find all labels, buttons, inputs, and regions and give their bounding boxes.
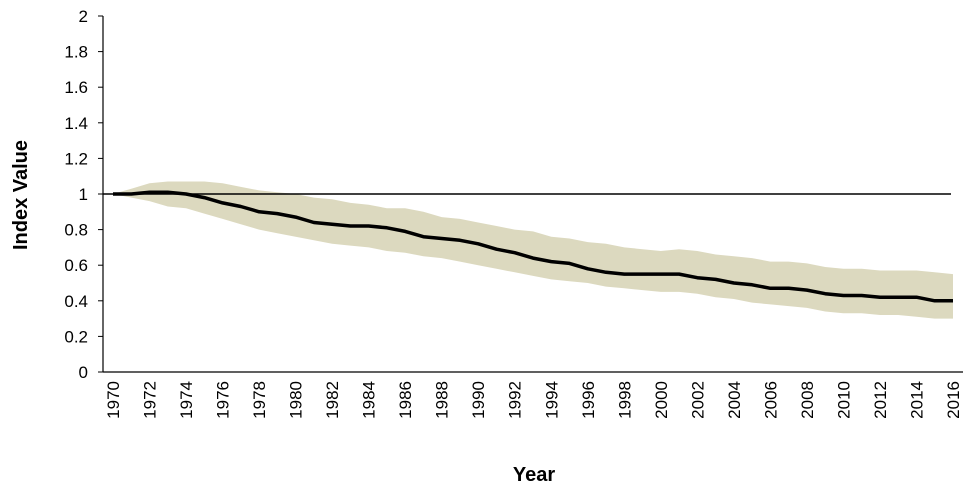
x-tick-label: 1984 xyxy=(360,381,379,419)
x-tick-label: 1994 xyxy=(542,381,561,419)
y-tick-label: 1.2 xyxy=(64,149,88,168)
index-line xyxy=(113,190,953,303)
x-tick-label: 1986 xyxy=(396,381,415,419)
x-tick-label: 1992 xyxy=(506,381,525,419)
y-tick-label: 1.6 xyxy=(64,78,88,97)
y-tick-labels: 0 0.2 0.4 0.6 0.8 1 1.2 1.4 1.6 1.8 2 xyxy=(64,7,88,382)
x-tick-label: 1980 xyxy=(287,381,306,419)
x-tick-label: 2006 xyxy=(761,381,780,419)
x-axis-title: Year xyxy=(513,464,555,486)
x-tick-label: 2008 xyxy=(798,381,817,419)
y-tick-label: 1 xyxy=(79,185,88,204)
y-tick-label: 1.4 xyxy=(64,114,88,133)
x-tick-label: 1990 xyxy=(469,381,488,419)
x-tick-label: 2012 xyxy=(871,381,890,419)
x-tick-label: 2002 xyxy=(688,381,707,419)
x-tick-label: 1974 xyxy=(177,381,196,419)
y-tick-label: 0 xyxy=(79,363,88,382)
x-tick-label: 2004 xyxy=(725,381,744,419)
y-tick-label: 1.8 xyxy=(64,43,88,62)
x-tick-label: 1988 xyxy=(433,381,452,419)
x-tick-label: 1982 xyxy=(323,381,342,419)
x-tick-label: 1972 xyxy=(141,381,160,419)
y-tick-label: 0.2 xyxy=(64,327,88,346)
y-tick-label: 0.4 xyxy=(64,292,88,311)
x-tick-label: 1996 xyxy=(579,381,598,419)
axes xyxy=(98,15,963,373)
x-tick-labels: 1970 1972 1974 1976 1978 1980 1982 1984 1986 1988… xyxy=(104,381,963,419)
confidence-band xyxy=(113,181,953,319)
confidence-band-layer xyxy=(113,181,953,319)
x-tick-label: 1998 xyxy=(615,381,634,419)
x-tick-label: 2010 xyxy=(834,381,853,419)
y-tick-label: 2 xyxy=(79,7,88,26)
y-tick-label: 0.8 xyxy=(64,221,88,240)
x-tick-label: 1970 xyxy=(104,381,123,419)
x-tick-label: 2014 xyxy=(908,381,927,419)
y-axis-title: Index Value xyxy=(10,140,32,250)
x-tick-label: 2016 xyxy=(944,381,963,419)
x-tick-label: 1976 xyxy=(214,381,233,419)
y-tick-label: 0.6 xyxy=(64,256,88,275)
x-tick-label: 2000 xyxy=(652,381,671,419)
index-line-layer xyxy=(113,190,953,303)
x-tick-label: 1978 xyxy=(250,381,269,419)
